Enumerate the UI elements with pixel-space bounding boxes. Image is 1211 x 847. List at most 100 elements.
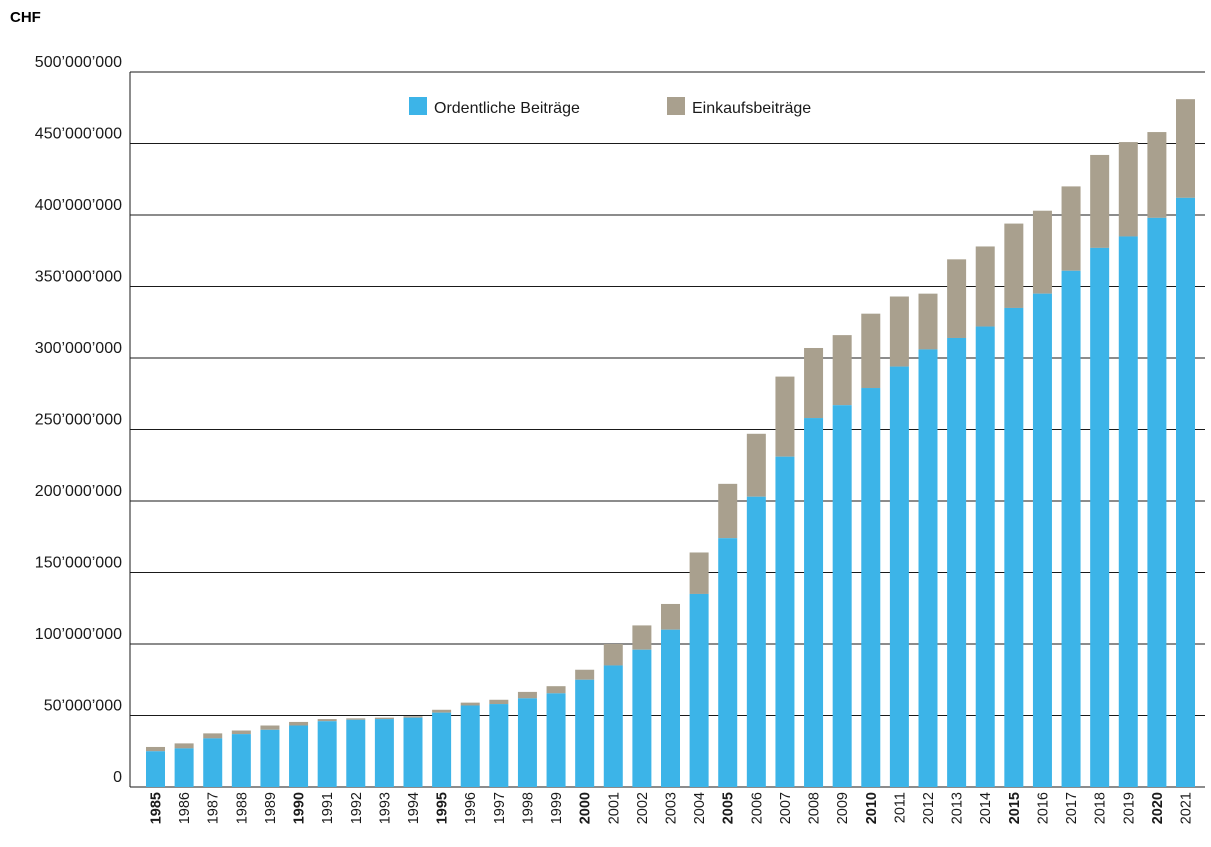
bar-einkaufsbeitraege-1985 <box>146 746 165 752</box>
gridlines <box>130 71 1205 788</box>
y-tick-label: 350’000’000 <box>35 269 122 286</box>
bar-ordentliche-1995 <box>432 712 452 787</box>
x-tick-label: 2010 <box>864 792 880 824</box>
x-tick-label: 2001 <box>606 792 622 824</box>
x-tick-label: 2000 <box>578 792 594 824</box>
bar-einkaufsbeitraege-1990 <box>289 721 309 726</box>
x-tick-label: 1991 <box>320 792 336 824</box>
bar-ordentliche-2018 <box>1090 247 1110 787</box>
x-tick-label: 2013 <box>950 792 966 824</box>
x-tick-label: 2015 <box>1007 792 1023 824</box>
bar-einkaufsbeitraege-2000 <box>575 669 595 680</box>
bar-ordentliche-1994 <box>403 717 423 787</box>
bar-einkaufsbeitraege-2003 <box>661 603 680 630</box>
bar-einkaufsbeitraege-2007 <box>775 376 795 457</box>
bar-einkaufsbeitraege-2012 <box>918 293 938 350</box>
bar-einkaufsbeitraege-1998 <box>517 691 537 699</box>
x-tick-label: 2012 <box>921 792 937 824</box>
bar-einkaufsbeitraege-1993 <box>374 717 394 720</box>
bar-einkaufsbeitraege-2014 <box>975 246 995 327</box>
x-tick-label: 2007 <box>778 792 794 824</box>
x-tick-label: 2009 <box>835 792 851 824</box>
x-tick-label: 2019 <box>1121 792 1137 824</box>
legend-swatch-einkauf <box>667 97 685 115</box>
y-tick-label: 300’000’000 <box>35 340 122 357</box>
bar-ordentliche-1990 <box>289 725 309 787</box>
bar-einkaufsbeitraege-1988 <box>231 730 251 735</box>
bar-einkaufsbeitraege-2016 <box>1032 210 1052 294</box>
bar-einkaufsbeitraege-1996 <box>460 702 480 706</box>
bar-ordentliche-1999 <box>546 693 566 787</box>
x-tick-label: 2017 <box>1064 792 1080 824</box>
bar-einkaufsbeitraege-2010 <box>861 313 881 389</box>
bar-ordentliche-1985 <box>146 751 165 787</box>
bar-einkaufsbeitraege-2006 <box>746 433 766 497</box>
x-tick-label: 2021 <box>1179 792 1195 824</box>
bar-einkaufsbeitraege-2001 <box>603 644 623 666</box>
bar-ordentliche-2001 <box>603 665 623 787</box>
bar-einkaufsbeitraege-2019 <box>1118 142 1138 237</box>
bar-ordentliche-2009 <box>832 405 852 787</box>
bar-einkaufsbeitraege-1994 <box>403 716 423 718</box>
y-tick-label: 250’000’000 <box>35 412 122 429</box>
x-tick-label: 1988 <box>234 792 250 824</box>
bar-einkaufsbeitraege-2011 <box>889 296 909 367</box>
y-tick-label: 0 <box>113 769 122 786</box>
x-tick-label: 2003 <box>664 792 680 824</box>
y-tick-label: 150’000’000 <box>35 555 122 572</box>
x-tick-label: 2006 <box>749 792 765 824</box>
y-tick-label: 500’000’000 <box>35 54 122 71</box>
bar-ordentliche-1987 <box>203 738 223 787</box>
x-axis: 1985 1986 1987 1988 1989 1990 1991 1992 1993 1994… <box>149 792 1195 824</box>
bar-ordentliche-1992 <box>346 719 366 787</box>
bar-einkaufsbeitraege-2020 <box>1147 132 1167 218</box>
y-tick-label: 400’000’000 <box>35 197 122 214</box>
bar-einkaufsbeitraege-2008 <box>804 347 824 419</box>
x-tick-label: 2020 <box>1150 792 1166 824</box>
unit-label: CHF <box>10 9 41 26</box>
x-tick-label: 2004 <box>692 792 708 824</box>
bar-ordentliche-2007 <box>775 456 795 787</box>
bar-einkaufsbeitraege-1989 <box>260 725 280 730</box>
y-axis: 0 50’000’000 100’000’000 150’000’000 200’000… <box>35 54 131 787</box>
x-tick-label: 1997 <box>492 792 508 824</box>
legend: Ordentliche Beiträge Einkaufsbeiträge <box>409 97 811 117</box>
bar-ordentliche-2008 <box>804 418 824 787</box>
bar-einkaufsbeitraege-2002 <box>632 625 652 650</box>
bar-ordentliche-2005 <box>718 538 738 787</box>
x-tick-label: 1995 <box>435 792 451 824</box>
bar-einkaufsbeitraege-2018 <box>1090 154 1110 248</box>
bar-ordentliche-1997 <box>489 704 509 787</box>
bar-einkaufsbeitraege-2005 <box>718 483 738 539</box>
bar-einkaufsbeitraege-2021 <box>1176 99 1195 198</box>
y-tick-label: 50’000’000 <box>44 698 122 715</box>
bar-einkaufsbeitraege-2004 <box>689 552 709 594</box>
bar-einkaufsbeitraege-1987 <box>203 733 223 739</box>
bar-ordentliche-2011 <box>889 366 909 787</box>
bar-einkaufsbeitraege-2015 <box>1004 223 1024 308</box>
bar-ordentliche-1988 <box>231 734 251 787</box>
x-tick-label: 1994 <box>406 792 422 824</box>
bar-ordentliche-2003 <box>661 629 680 787</box>
bar-einkaufsbeitraege-1992 <box>346 718 366 720</box>
x-tick-label: 1992 <box>349 792 365 824</box>
bar-ordentliche-1989 <box>260 729 280 787</box>
y-tick-label: 450’000’000 <box>35 126 122 143</box>
bar-ordentliche-2000 <box>575 679 595 787</box>
x-tick-label: 1985 <box>149 792 165 824</box>
y-tick-label: 200’000’000 <box>35 483 122 500</box>
bar-einkaufsbeitraege-1997 <box>489 699 509 705</box>
bar-ordentliche-2004 <box>689 593 709 787</box>
bar-ordentliche-2015 <box>1004 307 1024 787</box>
bar-einkaufsbeitraege-2013 <box>947 259 967 338</box>
x-tick-label: 2002 <box>635 792 651 824</box>
x-tick-label: 2005 <box>721 792 737 824</box>
bar-einkaufsbeitraege-2009 <box>832 335 852 406</box>
bar-ordentliche-2016 <box>1032 293 1052 787</box>
bar-ordentliche-1986 <box>174 748 194 787</box>
x-tick-label: 1998 <box>520 792 536 824</box>
bar-ordentliche-2021 <box>1176 197 1195 788</box>
x-tick-label: 2016 <box>1035 792 1051 824</box>
bar-ordentliche-2019 <box>1118 236 1138 787</box>
